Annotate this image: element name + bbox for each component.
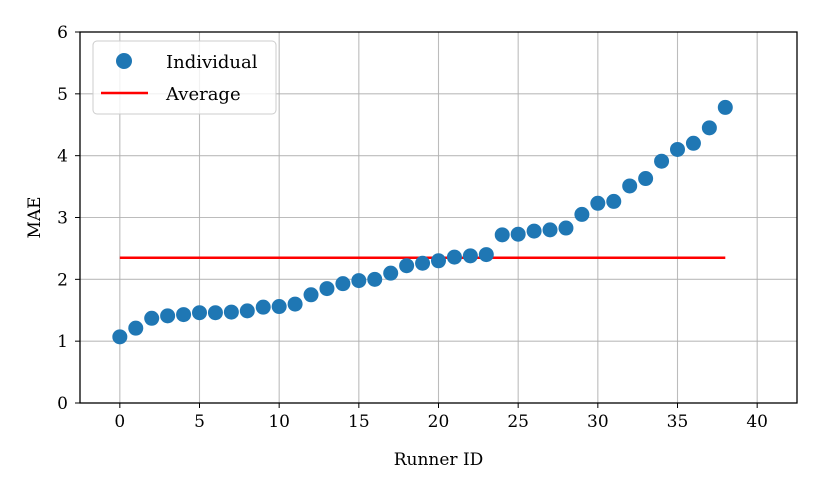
y-tick-label: 0: [57, 394, 68, 414]
data-point: [654, 153, 670, 169]
data-point: [367, 271, 383, 287]
x-tick-label: 20: [428, 412, 450, 432]
y-axis-ticks: 0 1 2 3 4 5 6: [57, 23, 80, 414]
x-tick-label: 10: [268, 412, 290, 432]
x-axis-label: Runner ID: [394, 450, 484, 470]
data-point: [176, 307, 192, 323]
data-point: [622, 178, 638, 194]
data-point: [160, 308, 176, 324]
data-point: [542, 222, 558, 238]
data-point: [223, 304, 239, 320]
data-point: [415, 255, 431, 271]
data-point: [335, 276, 351, 292]
individual-series: [112, 99, 733, 345]
data-point: [303, 287, 319, 303]
data-point: [192, 305, 207, 321]
data-point: [670, 141, 685, 157]
x-tick-label: 5: [194, 412, 205, 432]
legend: Individual Average: [92, 40, 277, 115]
x-axis-ticks: 0 5 10 15 20 25 30 35 40: [114, 403, 768, 432]
data-point: [112, 329, 128, 345]
data-point: [431, 253, 446, 269]
data-point: [446, 249, 462, 265]
data-point: [685, 135, 701, 151]
x-tick-label: 25: [507, 412, 529, 432]
x-tick-label: 15: [348, 412, 370, 432]
x-tick-label: 0: [114, 412, 125, 432]
data-point: [144, 310, 160, 326]
data-point: [638, 171, 654, 187]
y-tick-label: 3: [57, 209, 68, 229]
x-tick-label: 30: [587, 412, 609, 432]
data-point: [717, 99, 733, 115]
data-point: [383, 265, 399, 281]
x-tick-label: 40: [746, 412, 768, 432]
data-point: [478, 247, 494, 263]
data-point: [510, 226, 526, 242]
data-point: [399, 258, 415, 274]
y-tick-label: 4: [57, 147, 68, 167]
data-point: [590, 195, 606, 211]
data-point: [494, 227, 510, 243]
data-point: [526, 223, 542, 239]
data-point: [701, 120, 717, 136]
data-point: [287, 296, 303, 312]
data-point: [351, 273, 367, 289]
legend-label-individual: Individual: [166, 52, 258, 73]
y-tick-label: 2: [57, 270, 68, 290]
data-point: [255, 299, 271, 315]
data-point: [271, 299, 287, 315]
y-axis-label: MAE: [25, 196, 45, 238]
y-tick-label: 5: [57, 85, 68, 105]
data-point: [207, 305, 223, 321]
data-point: [319, 281, 335, 297]
legend-box: [92, 40, 277, 115]
y-tick-label: 1: [57, 332, 68, 352]
data-point: [462, 248, 478, 264]
y-tick-label: 6: [57, 23, 68, 43]
legend-marker-individual: [116, 53, 132, 69]
data-point: [128, 320, 144, 336]
data-point: [574, 206, 590, 222]
x-tick-label: 35: [667, 412, 689, 432]
data-point: [239, 303, 255, 319]
legend-label-average: Average: [165, 84, 241, 105]
data-point: [558, 220, 574, 236]
data-point: [606, 193, 622, 209]
